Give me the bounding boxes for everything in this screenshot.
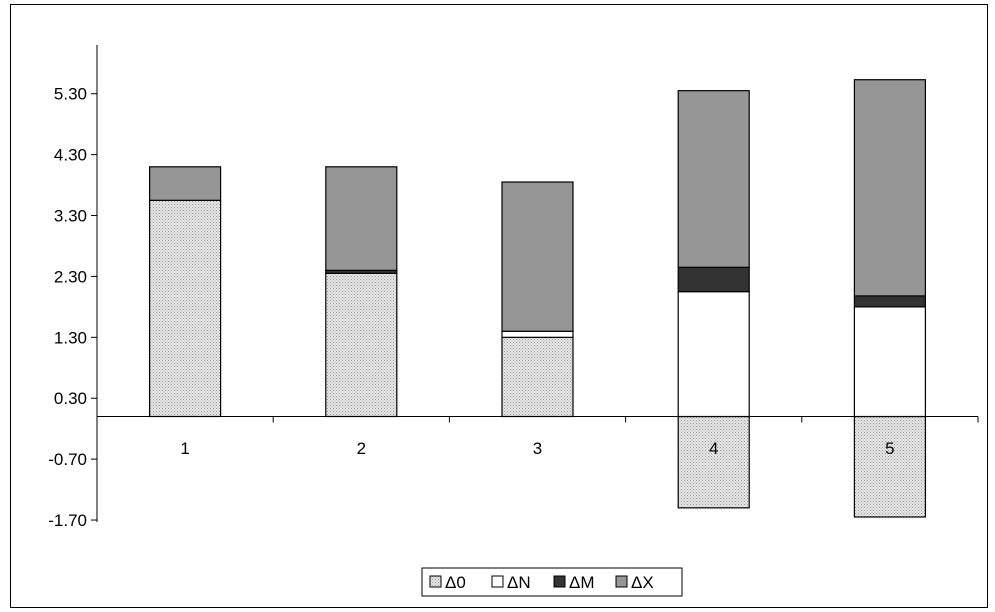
y-tick-label: 5.30 [54, 85, 87, 104]
x-tick-label: 1 [180, 439, 189, 458]
y-tick-label: 1.30 [54, 328, 87, 347]
bar-segment-ΔX [501, 181, 574, 332]
legend-box [421, 567, 683, 597]
bar-segment-ΔM [853, 295, 927, 308]
bar-segment-ΔX [677, 90, 750, 268]
bar-segment-ΔX [149, 166, 222, 201]
bar-segment-Δ0 [677, 415, 750, 509]
bar-segment-ΔN [853, 306, 927, 418]
legend-label: ΔM [569, 573, 595, 592]
y-tick-label: -0.70 [48, 450, 87, 469]
bar-segment-Δ0 [325, 272, 398, 418]
legend-label: Δ0 [445, 573, 466, 592]
plot-area: 5.30 4.30 3.30 2.30 1.30 0.30 -0.70 -1.70 1 2 3 4 5 [48, 45, 979, 530]
bar-segment-Δ0 [853, 415, 927, 518]
y-tick-label: 4.30 [54, 146, 87, 165]
bar-segment-ΔX [325, 166, 398, 271]
legend-swatch [615, 575, 628, 588]
bar-segment-ΔN [677, 291, 750, 418]
legend-label: ΔX [631, 573, 654, 592]
y-tick-label: 3.30 [54, 207, 87, 226]
legend-swatch [429, 575, 442, 588]
legend: Δ0 ΔN ΔM ΔX [421, 567, 683, 597]
x-tick-label: 2 [357, 439, 366, 458]
bar-segment-ΔX [853, 79, 927, 297]
y-tick-label: -1.70 [48, 511, 87, 530]
bar-segment-Δ0 [149, 199, 222, 418]
x-tick-label: 5 [885, 439, 894, 458]
legend-swatch [491, 575, 504, 588]
bar-segment-Δ0 [501, 336, 574, 418]
x-tick-label: 4 [709, 439, 718, 458]
y-tick-label: 0.30 [54, 389, 87, 408]
legend-swatch [553, 575, 566, 588]
y-tick-label: 2.30 [54, 267, 87, 286]
x-tick-label: 3 [533, 439, 542, 458]
bar-segment-ΔN [501, 330, 574, 338]
legend-label: ΔN [507, 573, 531, 592]
bar-segment-ΔM [677, 266, 750, 293]
